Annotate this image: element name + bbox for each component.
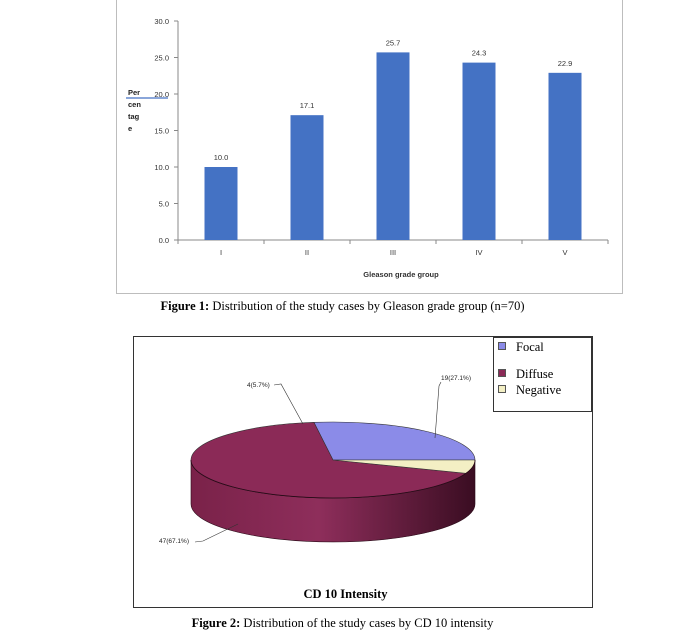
y-axis-title-line: Per: [128, 88, 140, 97]
legend-swatch-diffuse: [498, 369, 506, 378]
legend-label-diffuse: Diffuse: [516, 367, 554, 381]
gleason-bar-chart: 0.0 5.0 10.0 15.0 20.0 25.0 30.0 10.0 I 17.1 II 25.…: [126, 17, 609, 279]
legend-item-focal: Focal: [498, 340, 544, 354]
y-tick-label: 20.0: [154, 90, 169, 99]
x-tick-label: IV: [475, 248, 482, 257]
y-axis-title-line: tag: [128, 112, 140, 121]
pie-front-edge: [190, 459, 476, 499]
y-tick-label: 25.0: [154, 54, 169, 63]
bar-data-label: 24.3: [472, 49, 487, 58]
figure-1-caption: Figure 1: Distribution of the study case…: [0, 299, 685, 314]
pie-data-label-focal: 19(27.1%): [441, 375, 471, 382]
figure-2-caption: Figure 2: Distribution of the study case…: [0, 616, 685, 631]
bar: [462, 62, 496, 240]
pie-data-label-negative: 4(5.7%): [247, 382, 270, 389]
pie-leader-line-focal: [434, 381, 442, 439]
pie-data-label-diffuse: 47(67.1%): [159, 538, 189, 545]
pie-leader-line-negative: [273, 383, 304, 425]
x-tick-label: I: [220, 248, 222, 257]
pie-chart-title: CD 10 Intensity: [303, 587, 388, 601]
bar: [376, 52, 410, 240]
y-axis-title-line: cen: [128, 100, 141, 109]
legend-swatch-focal: [498, 342, 506, 351]
bar: [204, 167, 238, 240]
y-tick-label: 10.0: [154, 163, 169, 172]
figure-1-caption-label: Figure 1:: [160, 299, 210, 313]
bar-data-label: 10.0: [214, 153, 229, 162]
bar: [548, 72, 582, 240]
y-tick-label: 5.0: [159, 200, 169, 209]
bar-data-label: 22.9: [558, 59, 573, 68]
x-tick-label: II: [305, 248, 309, 257]
legend-label-focal: Focal: [516, 340, 544, 354]
bar-data-label: 17.1: [300, 101, 315, 110]
figure-2-caption-label: Figure 2:: [191, 616, 241, 630]
pie-legend: Focal Diffuse Negative: [493, 337, 592, 412]
bar-chart-frame: [116, 0, 623, 294]
bar: [290, 115, 324, 240]
y-axis-title-line: e: [128, 124, 132, 133]
x-tick-label: V: [562, 248, 567, 257]
pie-chart-frame: [133, 336, 593, 608]
legend-swatch-negative: [498, 385, 506, 394]
figure-1-caption-text: Distribution of the study cases by Gleas…: [209, 299, 525, 313]
y-tick-label: 0.0: [159, 236, 169, 245]
x-tick-label: III: [390, 248, 396, 257]
cd10-pie-chart: 19(27.1%) 47(67.1%) 4(5.7%): [159, 375, 476, 545]
legend-item-negative: Negative: [498, 383, 561, 397]
legend-item-diffuse: Diffuse: [498, 367, 553, 381]
y-tick-label: 15.0: [154, 127, 169, 136]
pie-leader-line-diffuse: [194, 523, 239, 543]
figure-2-caption-text: Distribution of the study cases by CD 10…: [240, 616, 494, 630]
pie-slice-focal: [313, 421, 476, 461]
legend-label-negative: Negative: [516, 383, 562, 397]
y-tick-label: 30.0: [154, 17, 169, 26]
x-axis-title: Gleason grade group: [363, 270, 439, 279]
bar-data-label: 25.7: [386, 38, 401, 47]
